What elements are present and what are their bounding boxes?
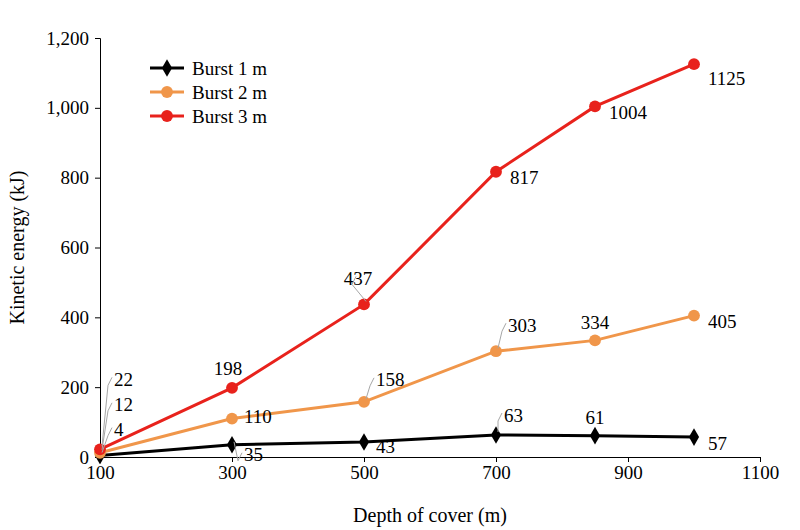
data-label: 1004 — [609, 102, 648, 123]
marker — [491, 426, 501, 444]
tick-label: 800 — [61, 167, 90, 188]
data-label: 817 — [510, 167, 539, 188]
tick-label: 900 — [614, 462, 643, 483]
tick-label: 1100 — [742, 462, 779, 483]
marker — [688, 58, 700, 70]
tick-mark — [95, 248, 100, 249]
marker — [688, 310, 700, 322]
marker — [490, 345, 502, 357]
tick-mark — [760, 457, 761, 462]
tick: 300 — [218, 457, 247, 483]
x-axis: 100 300 500 700 900 1100 — [86, 457, 779, 483]
series-line — [100, 64, 694, 449]
legend-label: Burst 2 m — [192, 82, 267, 103]
y-axis: 0 200 400 600 800 1,000 1,200 — [46, 28, 100, 468]
marker — [589, 101, 601, 113]
marker — [226, 382, 238, 394]
data-label: 63 — [504, 405, 523, 426]
marker — [358, 298, 370, 310]
tick: 200 — [61, 377, 101, 398]
tick: 500 — [350, 457, 379, 483]
legend-marker — [161, 110, 173, 122]
legend-marker — [161, 86, 173, 98]
tick-mark — [95, 38, 100, 39]
y-axis-title: Kinetic energy (kJ) — [6, 170, 29, 324]
tick-mark — [95, 317, 100, 318]
legend-marker — [162, 59, 172, 77]
tick: 1100 — [742, 457, 779, 483]
tick-label: 400 — [61, 307, 90, 328]
y-axis-line — [95, 39, 101, 458]
tick: 900 — [614, 457, 643, 483]
data-labels: 4 35 43 63 61 57 12 110 158 303 334 405 22 198 437 817 1… — [102, 68, 745, 466]
legend-label: Burst 1 m — [192, 58, 267, 79]
tick: 1,000 — [46, 97, 100, 118]
series-line — [100, 435, 694, 456]
marker — [226, 413, 238, 425]
tick-mark — [95, 387, 100, 388]
tick-label: 1,200 — [46, 28, 89, 49]
tick-label: 600 — [61, 237, 90, 258]
tick-mark — [95, 178, 100, 179]
tick: 1,200 — [46, 28, 100, 49]
marker — [490, 166, 502, 178]
marker — [590, 427, 600, 445]
data-label: 334 — [581, 312, 610, 333]
data-label: 35 — [244, 444, 263, 465]
data-label: 57 — [708, 433, 727, 454]
tick: 400 — [61, 307, 101, 328]
marker — [589, 334, 601, 346]
data-label: 437 — [344, 268, 373, 289]
tick-mark — [232, 457, 233, 462]
marker — [358, 396, 370, 408]
leader-line — [498, 323, 506, 348]
tick: 600 — [61, 237, 101, 258]
tick: 700 — [482, 457, 511, 483]
tick: 800 — [61, 167, 101, 188]
tick-label: 100 — [86, 462, 115, 483]
tick-mark — [628, 457, 629, 462]
tick-label: 1,000 — [46, 97, 89, 118]
chart: 100 300 500 700 900 1100 0 200 400 600 800 1,000 1,2… — [0, 0, 800, 530]
data-label: 198 — [214, 358, 243, 379]
tick-mark — [496, 457, 497, 462]
data-label: 61 — [586, 407, 605, 428]
tick-label: 300 — [218, 462, 247, 483]
tick-label: 500 — [350, 462, 379, 483]
series-line — [100, 316, 694, 453]
data-label: 303 — [508, 315, 537, 336]
tick-label: 200 — [61, 377, 90, 398]
legend: Burst 1 m Burst 2 m Burst 3 m — [150, 58, 267, 127]
data-label: 1125 — [708, 68, 745, 89]
data-label: 405 — [708, 311, 737, 332]
x-axis-line — [101, 458, 761, 463]
tick-label: 0 — [80, 447, 90, 468]
legend-label: Burst 3 m — [192, 106, 267, 127]
leader-line — [366, 378, 374, 399]
leader-line — [102, 377, 112, 446]
data-label: 110 — [244, 406, 272, 427]
plot-area — [94, 58, 700, 464]
marker — [689, 428, 699, 446]
data-label: 22 — [114, 369, 133, 390]
leader-line — [498, 413, 502, 432]
data-label: 12 — [114, 394, 133, 415]
tick-mark — [95, 108, 100, 109]
tick-label: 700 — [482, 462, 511, 483]
leader-line — [234, 442, 242, 461]
x-axis-title: Depth of cover (m) — [353, 504, 507, 527]
tick-mark — [364, 457, 365, 462]
marker — [359, 433, 369, 451]
data-label: 4 — [114, 419, 124, 440]
data-label: 43 — [376, 436, 395, 457]
data-label: 158 — [376, 369, 405, 390]
